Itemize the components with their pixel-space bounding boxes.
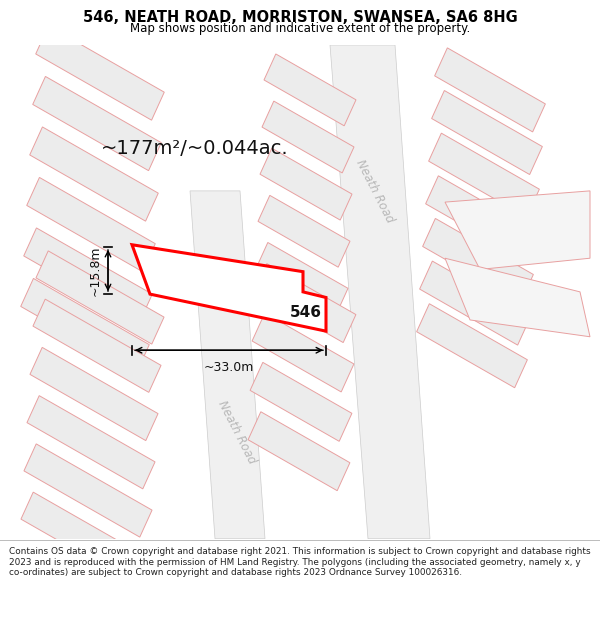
Polygon shape bbox=[24, 228, 152, 322]
Text: Neath Road: Neath Road bbox=[353, 157, 397, 224]
Polygon shape bbox=[419, 261, 530, 345]
Text: Map shows position and indicative extent of the property.: Map shows position and indicative extent… bbox=[130, 22, 470, 35]
Polygon shape bbox=[428, 133, 539, 218]
Polygon shape bbox=[190, 191, 265, 539]
Text: ~15.8m: ~15.8m bbox=[89, 245, 102, 296]
Polygon shape bbox=[260, 148, 352, 220]
Polygon shape bbox=[30, 127, 158, 221]
Text: ~177m²/~0.044ac.: ~177m²/~0.044ac. bbox=[101, 139, 289, 158]
Polygon shape bbox=[416, 304, 527, 388]
Polygon shape bbox=[250, 362, 352, 441]
Text: 546, NEATH ROAD, MORRISTON, SWANSEA, SA6 8HG: 546, NEATH ROAD, MORRISTON, SWANSEA, SA6… bbox=[83, 10, 517, 25]
Polygon shape bbox=[434, 48, 545, 132]
Polygon shape bbox=[21, 278, 149, 372]
Polygon shape bbox=[445, 191, 590, 269]
Text: Neath Road: Neath Road bbox=[215, 398, 259, 466]
Polygon shape bbox=[256, 242, 348, 314]
Polygon shape bbox=[24, 444, 152, 537]
Polygon shape bbox=[431, 91, 542, 174]
Polygon shape bbox=[33, 76, 161, 171]
Polygon shape bbox=[36, 251, 164, 344]
Polygon shape bbox=[252, 313, 354, 392]
Polygon shape bbox=[264, 54, 356, 126]
Polygon shape bbox=[262, 101, 354, 173]
Text: Contains OS data © Crown copyright and database right 2021. This information is : Contains OS data © Crown copyright and d… bbox=[9, 548, 590, 577]
Polygon shape bbox=[422, 218, 533, 302]
Polygon shape bbox=[36, 26, 164, 120]
Polygon shape bbox=[27, 177, 155, 272]
Polygon shape bbox=[330, 45, 430, 539]
Polygon shape bbox=[33, 299, 161, 392]
Polygon shape bbox=[30, 348, 158, 441]
Text: 546: 546 bbox=[290, 304, 322, 319]
Polygon shape bbox=[21, 492, 149, 586]
Polygon shape bbox=[258, 196, 350, 268]
Polygon shape bbox=[445, 258, 590, 337]
Polygon shape bbox=[248, 412, 350, 491]
Text: ~33.0m: ~33.0m bbox=[204, 361, 254, 374]
Polygon shape bbox=[425, 176, 536, 260]
Polygon shape bbox=[254, 264, 356, 342]
Polygon shape bbox=[132, 245, 326, 331]
Polygon shape bbox=[27, 396, 155, 489]
